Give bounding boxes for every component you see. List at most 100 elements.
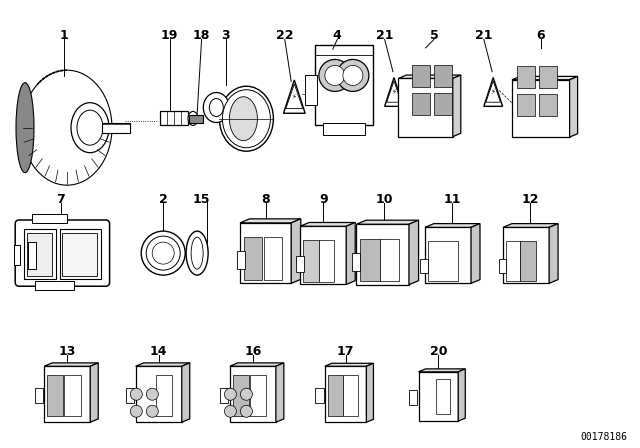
Bar (65, 375, 81, 416)
Bar (428, 241, 458, 281)
Bar (28, 242, 36, 269)
Circle shape (241, 405, 252, 417)
Polygon shape (419, 369, 465, 372)
Circle shape (147, 405, 158, 417)
Bar (409, 390, 417, 405)
Ellipse shape (191, 237, 203, 269)
Polygon shape (136, 363, 189, 366)
Text: 10: 10 (375, 193, 393, 206)
Bar (160, 112, 188, 125)
Polygon shape (549, 224, 558, 284)
Polygon shape (486, 81, 500, 102)
Bar (517, 95, 535, 116)
Ellipse shape (188, 112, 198, 125)
Bar (250, 375, 266, 416)
Bar (62, 233, 97, 276)
Circle shape (141, 231, 185, 275)
Text: 6: 6 (536, 29, 545, 43)
Text: 16: 16 (244, 345, 262, 358)
Polygon shape (425, 224, 480, 228)
Polygon shape (90, 363, 99, 422)
Bar (264, 237, 282, 280)
Circle shape (337, 60, 369, 91)
Text: 3: 3 (221, 29, 230, 43)
Text: ⚡: ⚡ (491, 89, 495, 95)
Text: 00178186: 00178186 (580, 432, 627, 442)
Text: 22: 22 (276, 29, 294, 43)
Ellipse shape (209, 99, 223, 116)
Bar (300, 226, 346, 284)
Bar (412, 94, 430, 116)
Bar (315, 45, 373, 125)
Bar (233, 375, 249, 416)
Circle shape (241, 388, 252, 400)
Circle shape (131, 388, 142, 400)
Ellipse shape (223, 90, 270, 148)
Text: 18: 18 (193, 29, 211, 43)
Ellipse shape (22, 70, 112, 185)
Polygon shape (385, 78, 403, 106)
Bar (136, 366, 182, 422)
Bar (24, 229, 56, 279)
Bar (126, 388, 134, 403)
Text: 14: 14 (150, 345, 168, 358)
Bar (240, 223, 291, 284)
Bar (60, 229, 101, 279)
Text: 19: 19 (161, 29, 179, 43)
Bar (14, 245, 20, 265)
Text: 5: 5 (429, 29, 438, 43)
Polygon shape (409, 220, 419, 285)
Polygon shape (471, 224, 480, 284)
Circle shape (146, 236, 180, 270)
Bar (323, 124, 365, 135)
Bar (156, 375, 172, 416)
Text: 12: 12 (521, 193, 539, 206)
Bar (305, 75, 317, 105)
Bar (506, 241, 520, 281)
Bar (319, 240, 334, 282)
Text: 17: 17 (337, 345, 355, 358)
Ellipse shape (71, 103, 109, 153)
Polygon shape (453, 75, 461, 137)
Bar (27, 233, 52, 276)
Bar (244, 237, 262, 280)
Ellipse shape (220, 86, 273, 151)
Bar (520, 241, 536, 281)
Bar (539, 95, 557, 116)
Bar (303, 240, 319, 282)
Ellipse shape (229, 97, 257, 141)
Bar (220, 388, 228, 403)
Ellipse shape (204, 93, 229, 122)
Circle shape (131, 405, 142, 417)
Bar (316, 388, 324, 403)
Bar (328, 375, 342, 416)
Bar (230, 366, 276, 422)
Polygon shape (276, 363, 284, 422)
Bar (360, 239, 380, 281)
Bar (237, 251, 245, 269)
Text: 20: 20 (429, 345, 447, 358)
Circle shape (325, 65, 345, 86)
Polygon shape (291, 219, 301, 284)
Bar (44, 366, 90, 422)
Bar (434, 65, 452, 87)
Text: ⚡: ⚡ (392, 89, 396, 95)
Text: 15: 15 (193, 193, 211, 206)
Bar (412, 65, 430, 87)
Text: 8: 8 (261, 193, 270, 206)
Polygon shape (356, 220, 419, 224)
Ellipse shape (186, 231, 208, 275)
Circle shape (319, 60, 351, 91)
Bar (512, 80, 570, 137)
Text: 13: 13 (58, 345, 76, 358)
Bar (434, 94, 452, 116)
Text: 4: 4 (333, 29, 342, 43)
Bar (436, 379, 451, 414)
Polygon shape (387, 81, 401, 102)
Polygon shape (182, 363, 189, 422)
Bar (425, 228, 471, 284)
Bar (344, 375, 358, 416)
Text: 21: 21 (475, 29, 493, 43)
Polygon shape (570, 77, 577, 137)
Polygon shape (346, 223, 355, 284)
